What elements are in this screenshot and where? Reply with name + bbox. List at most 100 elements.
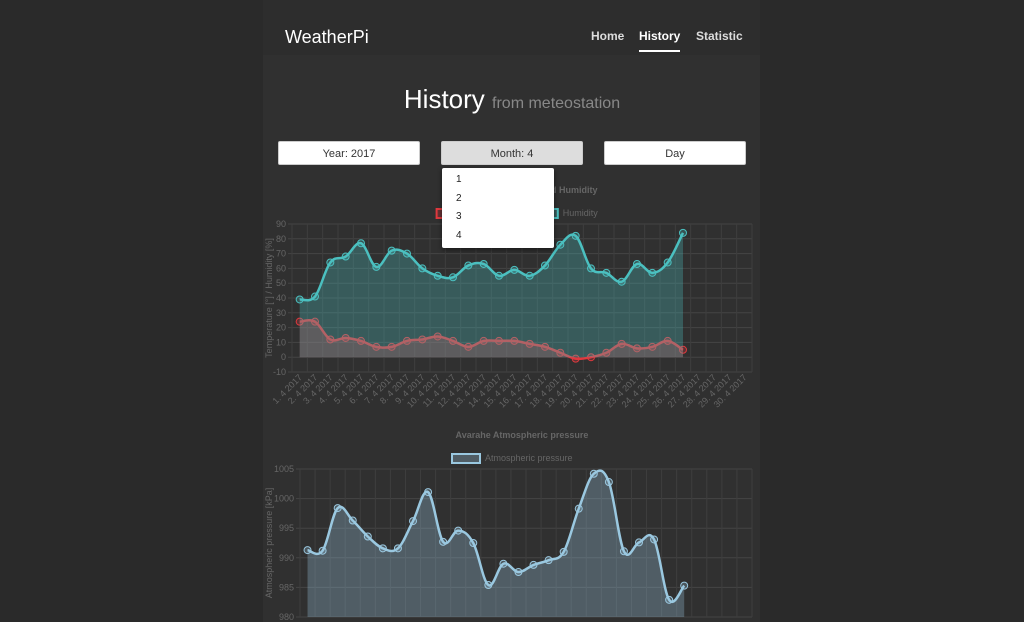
point	[617, 339, 626, 348]
y-tick-label: 50	[276, 278, 286, 288]
point	[525, 339, 534, 348]
point	[633, 344, 641, 353]
point	[363, 532, 372, 541]
y-tick-label: 90	[276, 219, 286, 229]
area	[307, 470, 685, 617]
heading: History from meteostation	[0, 84, 1024, 115]
point	[479, 259, 488, 268]
point	[403, 249, 411, 258]
line	[307, 469, 686, 603]
point	[341, 333, 350, 342]
point	[617, 277, 626, 286]
y-axis-label: Temperature [°] / Humidity [%]	[264, 238, 274, 358]
point	[393, 544, 402, 553]
nav-link[interactable]: Home	[591, 29, 625, 43]
point	[403, 336, 411, 345]
dropdown-item[interactable]: 1	[456, 174, 462, 185]
point	[469, 539, 478, 547]
point	[449, 336, 457, 345]
point	[556, 240, 565, 249]
chart-title: Avarahe Atmospheric pressure	[456, 430, 589, 440]
point	[571, 231, 580, 240]
point	[679, 228, 687, 237]
y-axis-label: Atmospheric pressure [kPa]	[264, 488, 274, 599]
heading-title: History	[403, 84, 485, 114]
dropdown-item[interactable]: 2	[456, 192, 462, 204]
point	[635, 538, 643, 547]
point	[679, 345, 687, 354]
y-tick-label: 0	[281, 352, 286, 362]
y-tick-label: 40	[276, 293, 286, 303]
point	[387, 342, 396, 351]
point	[418, 264, 427, 273]
y-tick-label: 1005	[274, 464, 294, 474]
point	[439, 537, 448, 546]
year-select[interactable]: Year: 2017	[278, 141, 420, 165]
point	[587, 353, 595, 362]
point	[529, 560, 538, 569]
brand[interactable]: WeatherPi	[285, 27, 369, 47]
dropdown-item[interactable]: 3	[456, 211, 462, 222]
day-select[interactable]: Day	[604, 141, 746, 165]
point	[495, 336, 503, 345]
point	[541, 342, 549, 351]
line	[299, 319, 684, 361]
heading-subtitle: from meteostation	[492, 95, 621, 112]
point	[619, 547, 628, 556]
line	[299, 232, 685, 302]
point	[357, 239, 365, 248]
point	[387, 246, 396, 255]
legend-swatch	[451, 453, 481, 464]
legend-label: Humidity	[563, 208, 599, 218]
area	[299, 320, 683, 359]
point	[303, 546, 312, 555]
y-tick-label: 30	[276, 308, 286, 318]
point	[559, 547, 568, 556]
point	[544, 556, 553, 565]
point	[484, 581, 493, 590]
point	[541, 261, 549, 270]
point	[574, 504, 583, 513]
point	[556, 348, 565, 357]
point	[499, 559, 508, 568]
point	[418, 335, 427, 344]
point	[663, 336, 672, 345]
y-tick-label: 10	[276, 337, 286, 347]
y-tick-label: 980	[279, 612, 294, 622]
point	[433, 271, 442, 280]
point	[604, 478, 613, 487]
point	[602, 348, 611, 357]
point	[650, 535, 659, 544]
y-tick-label: 80	[276, 234, 286, 244]
month-select[interactable]: Month: 4	[441, 141, 583, 165]
point	[514, 568, 523, 577]
y-tick-label: 985	[279, 582, 294, 592]
navbar	[263, 0, 760, 55]
point	[318, 546, 327, 555]
point	[372, 342, 381, 351]
nav-link-active[interactable]: History	[639, 29, 681, 52]
legend-label: Atmospheric pressure	[485, 453, 573, 463]
point	[449, 273, 457, 282]
point	[333, 504, 342, 513]
point	[510, 265, 519, 274]
point	[495, 271, 503, 280]
point	[372, 262, 381, 271]
point	[525, 271, 534, 280]
point	[341, 252, 350, 261]
point	[326, 258, 335, 267]
point	[648, 342, 657, 351]
point	[665, 595, 674, 604]
point	[311, 317, 319, 326]
dropdown-item[interactable]: 4	[456, 229, 462, 241]
point	[479, 336, 488, 345]
point	[589, 469, 598, 478]
y-tick-label: 990	[279, 553, 294, 563]
point	[510, 336, 519, 345]
y-tick-label: -10	[273, 367, 286, 377]
point	[571, 354, 580, 363]
nav-link[interactable]: Statistic	[696, 29, 743, 43]
point	[378, 544, 387, 553]
